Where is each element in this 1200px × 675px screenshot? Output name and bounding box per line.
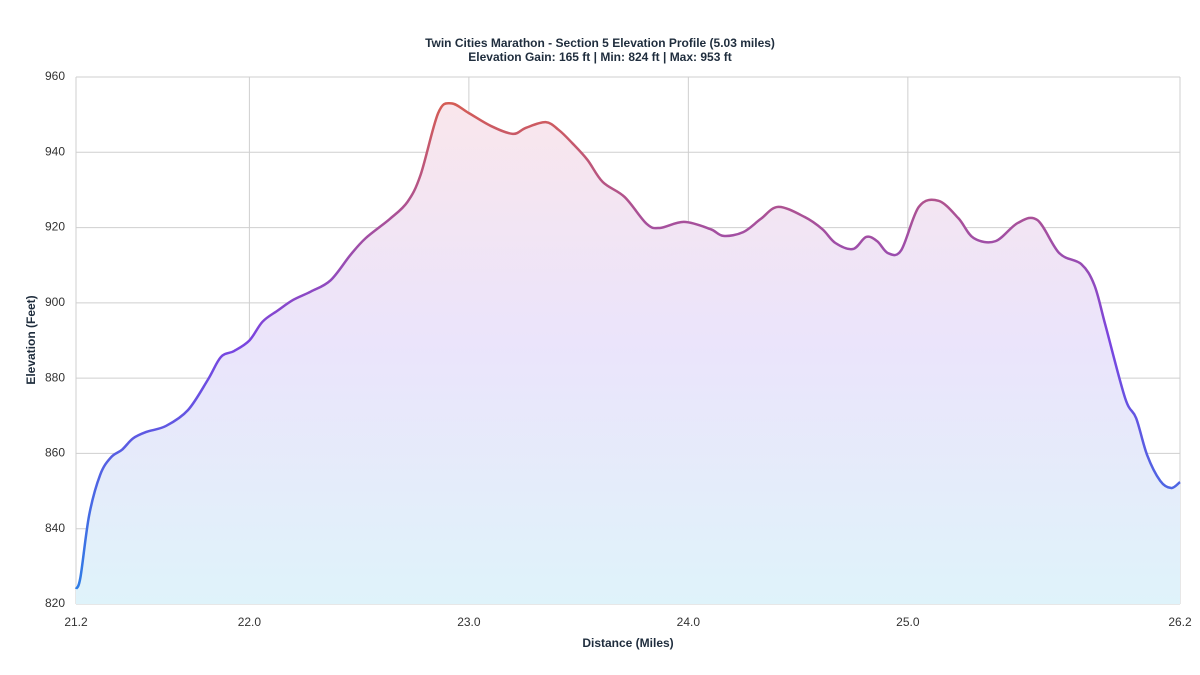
y-tick-label: 900 bbox=[45, 295, 65, 309]
line bbox=[74, 101, 1181, 590]
y-tick-label: 880 bbox=[45, 370, 65, 384]
y-tick-label: 940 bbox=[45, 144, 65, 158]
y-tick-label: 860 bbox=[45, 446, 65, 460]
area bbox=[76, 103, 1180, 605]
x-tick-label: 24.0 bbox=[677, 615, 701, 629]
y-tick-label: 820 bbox=[45, 596, 65, 610]
x-tick-label: 22.0 bbox=[238, 615, 262, 629]
chart-title: Twin Cities Marathon - Section 5 Elevati… bbox=[425, 36, 775, 50]
y-tick-label: 960 bbox=[45, 69, 65, 83]
x-tick-label: 26.2 bbox=[1168, 615, 1192, 629]
y-axis-title: Elevation (Feet) bbox=[24, 295, 38, 384]
y-tick-label: 840 bbox=[45, 521, 65, 535]
x-tick-label: 23.0 bbox=[457, 615, 481, 629]
y-tick-label: 920 bbox=[45, 220, 65, 234]
x-axis-title: Distance (Miles) bbox=[582, 636, 673, 650]
x-tick-label: 21.2 bbox=[64, 615, 88, 629]
x-tick-label: 25.0 bbox=[896, 615, 920, 629]
chart-subtitle: Elevation Gain: 165 ft | Min: 824 ft | M… bbox=[468, 50, 731, 64]
